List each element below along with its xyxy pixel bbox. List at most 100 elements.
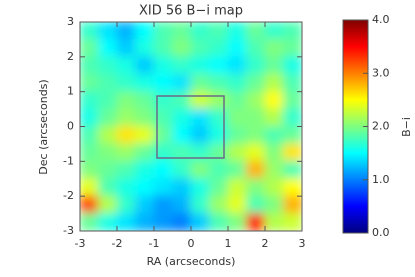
colorbar-tick-label: 3.0 — [372, 66, 390, 79]
heatmap-cell — [98, 195, 118, 215]
heatmap-cell — [190, 73, 210, 93]
heatmap-cell — [116, 108, 136, 127]
heatmap-cell — [227, 91, 247, 110]
y-axis-label: Dec (arcseconds) — [37, 79, 50, 174]
heatmap-cell — [190, 178, 210, 197]
colorbar-tick-label: 2.0 — [372, 120, 390, 133]
heatmap-cell — [190, 91, 210, 110]
heatmap-cell — [135, 108, 155, 127]
heatmap-cell — [227, 73, 247, 93]
heatmap-cell — [98, 108, 118, 127]
heatmap-cell — [172, 73, 192, 93]
colorbar-tick-label: 4.0 — [372, 13, 390, 26]
x-tick-label: -1 — [149, 237, 160, 250]
heatmap-cell — [246, 213, 266, 231]
heatmap-cell — [116, 91, 136, 110]
heatmap-cell — [190, 38, 210, 58]
heatmap-cell — [246, 143, 266, 162]
heatmap-cell — [264, 126, 284, 145]
heatmap-cell — [283, 91, 302, 110]
heatmap-cell — [98, 91, 118, 110]
heatmap-cell — [227, 56, 247, 75]
heatmap-cell — [246, 160, 266, 180]
y-tick-label: 1 — [67, 85, 74, 98]
heatmap-cell — [116, 56, 136, 75]
heatmap — [80, 22, 302, 231]
heatmap-cell — [283, 178, 302, 197]
heatmap-cell — [80, 38, 99, 58]
heatmap-cell — [80, 108, 99, 127]
heatmap-cell — [172, 91, 192, 110]
heatmap-cell — [98, 56, 118, 75]
heatmap-cell — [227, 195, 247, 215]
x-axis-label: RA (arcseconds) — [147, 255, 236, 268]
heatmap-cell — [190, 160, 210, 180]
y-tick-label: -2 — [63, 189, 74, 202]
heatmap-cell — [246, 195, 266, 215]
x-tick-label: -2 — [112, 237, 123, 250]
heatmap-cell — [135, 91, 155, 110]
y-tick-label: 2 — [67, 50, 74, 63]
heatmap-cell — [172, 195, 192, 215]
y-tick-label: 0 — [67, 120, 74, 133]
heatmap-cell — [153, 38, 173, 58]
heatmap-cell — [153, 56, 173, 75]
heatmap-cell — [283, 22, 302, 40]
heatmap-cell — [116, 195, 136, 215]
heatmap-cell — [172, 213, 192, 231]
heatmap-cell — [98, 178, 118, 197]
heatmap-cell — [172, 126, 192, 145]
heatmap-cell — [80, 91, 99, 110]
heatmap-cell — [153, 143, 173, 162]
heatmap-cell — [227, 160, 247, 180]
heatmap-cell — [283, 108, 302, 127]
heatmap-cell — [209, 38, 229, 58]
heatmap-cell — [283, 126, 302, 145]
colorbar-tick-label: 0.0 — [372, 226, 390, 239]
heatmap-cell — [153, 178, 173, 197]
heatmap-cell — [116, 143, 136, 162]
heatmap-cell — [246, 91, 266, 110]
heatmap-cell — [227, 178, 247, 197]
x-tick-label: 1 — [225, 237, 232, 250]
heatmap-cell — [116, 22, 136, 40]
heatmap-cell — [98, 73, 118, 93]
y-tick-label: -1 — [63, 154, 74, 167]
heatmap-cell — [190, 213, 210, 231]
heatmap-cell — [135, 38, 155, 58]
heatmap-cell — [98, 38, 118, 58]
heatmap-cell — [98, 22, 118, 40]
heatmap-cell — [264, 22, 284, 40]
heatmap-cell — [227, 38, 247, 58]
heatmap-cell — [264, 143, 284, 162]
heatmap-cell — [264, 91, 284, 110]
heatmap-cell — [135, 143, 155, 162]
heatmap-cell — [116, 126, 136, 145]
heatmap-cell — [209, 22, 229, 40]
heatmap-cell — [80, 178, 99, 197]
heatmap-cell — [135, 160, 155, 180]
heatmap-cell — [135, 22, 155, 40]
heatmap-cell — [116, 73, 136, 93]
heatmap-cell — [227, 143, 247, 162]
heatmap-cell — [246, 73, 266, 93]
heatmap-cell — [135, 195, 155, 215]
heatmap-cell — [135, 178, 155, 197]
heatmap-cell — [283, 160, 302, 180]
colorbar-label: B−i — [400, 117, 413, 137]
heatmap-cell — [135, 56, 155, 75]
heatmap-cell — [264, 38, 284, 58]
heatmap-cell — [209, 73, 229, 93]
heatmap-cell — [227, 126, 247, 145]
heatmap-cell — [135, 126, 155, 145]
x-tick-label: -3 — [75, 237, 86, 250]
heatmap-cell — [135, 73, 155, 93]
heatmap-cell — [264, 73, 284, 93]
heatmap-cell — [135, 213, 155, 231]
heatmap-cell — [153, 213, 173, 231]
heatmap-cell — [172, 160, 192, 180]
heatmap-cell — [98, 160, 118, 180]
heatmap-cell — [172, 108, 192, 127]
heatmap-cell — [98, 143, 118, 162]
heatmap-cell — [209, 143, 229, 162]
